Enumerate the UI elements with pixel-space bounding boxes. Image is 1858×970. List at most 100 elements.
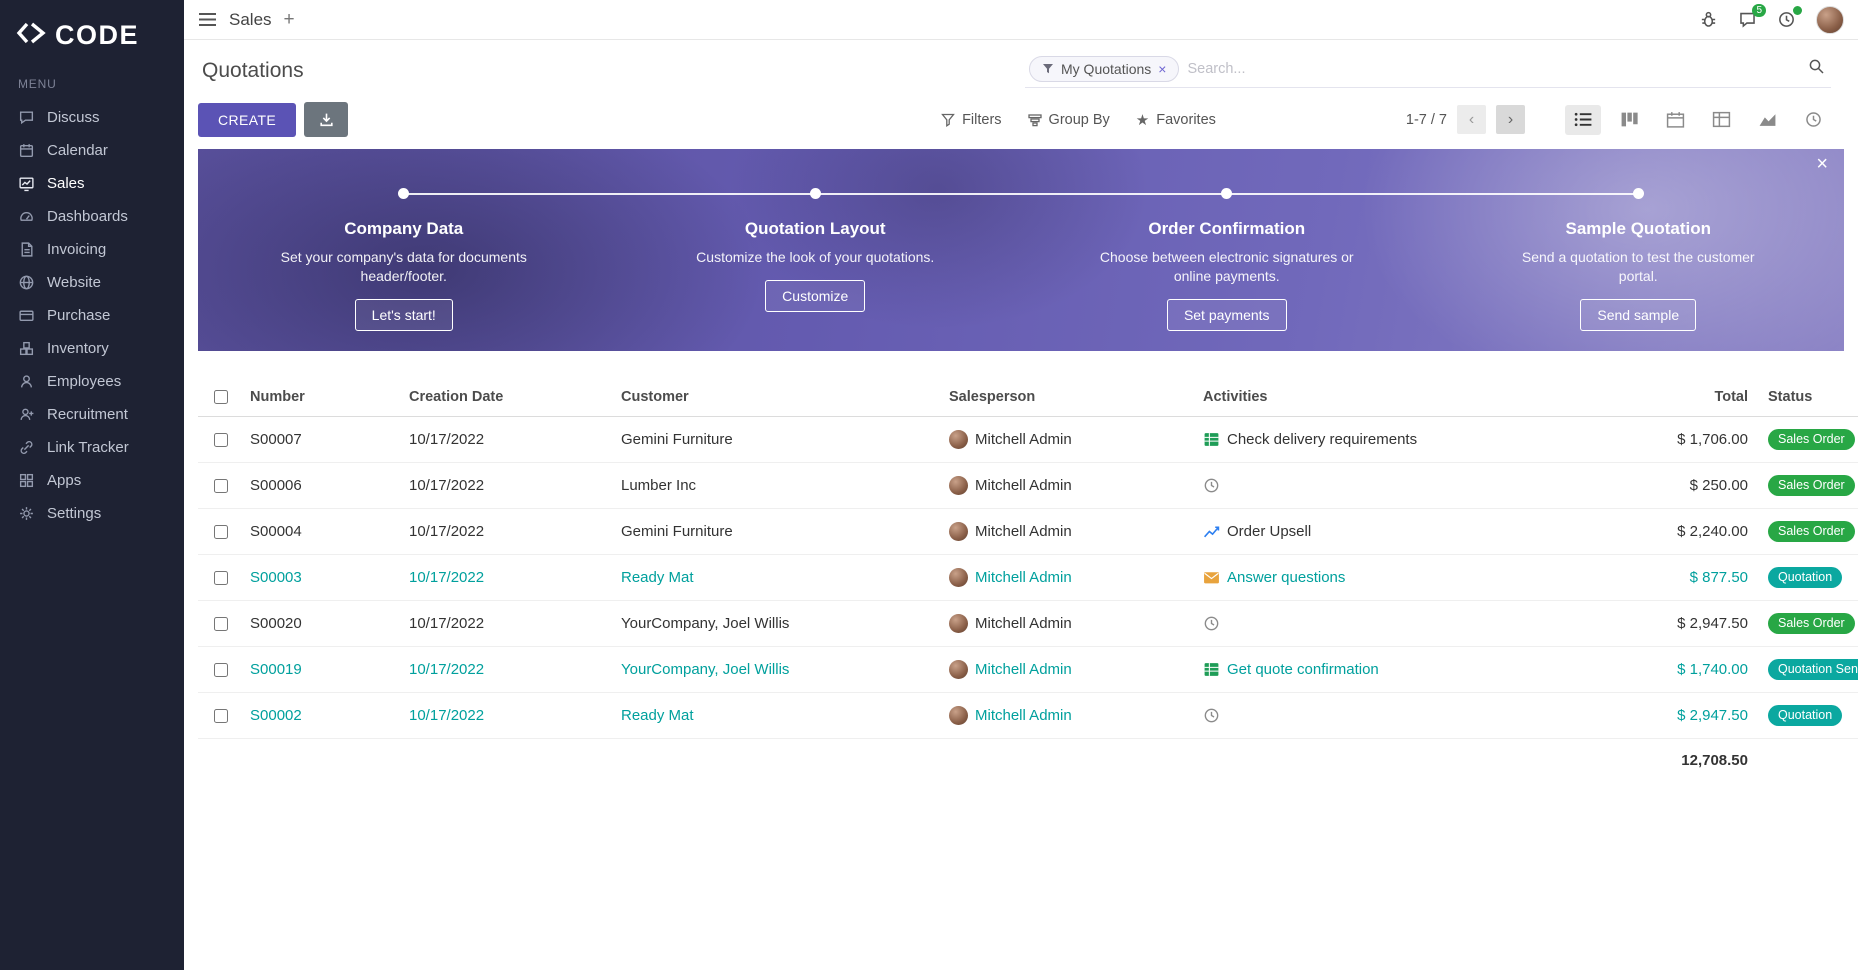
table-row[interactable]: S00019 10/17/2022 YourCompany, Joel Will… xyxy=(198,647,1858,693)
systray: 5 xyxy=(1699,4,1844,34)
banner-close-icon[interactable]: × xyxy=(1816,153,1828,175)
col-header-number[interactable]: Number xyxy=(250,388,305,405)
col-header-salesperson[interactable]: Salesperson xyxy=(949,388,1036,405)
logo-text: CODE xyxy=(55,20,140,50)
row-checkbox[interactable] xyxy=(214,432,228,447)
col-header-status[interactable]: Status xyxy=(1768,388,1813,405)
col-header-creation-date[interactable]: Creation Date xyxy=(409,388,504,405)
table-row[interactable]: S00003 10/17/2022 Ready Mat Mitchell Adm… xyxy=(198,555,1858,601)
logo[interactable]: CODE xyxy=(0,0,184,75)
table-row[interactable]: S00020 10/17/2022 YourCompany, Joel Will… xyxy=(198,601,1858,647)
spreadsheet-icon[interactable] xyxy=(1203,431,1220,448)
step-dot xyxy=(1632,188,1644,199)
settings-icon xyxy=(20,507,33,520)
messages-badge: 5 xyxy=(1752,4,1766,17)
user-avatar[interactable] xyxy=(1816,5,1844,34)
search-options: Filters Group By ★ Favorites xyxy=(941,111,1216,129)
salesperson-avatar xyxy=(949,706,968,725)
activities-icon[interactable] xyxy=(1777,6,1802,29)
purchase-icon xyxy=(19,310,34,321)
salesperson-avatar xyxy=(949,522,968,541)
table-header-row: Number Creation Date Customer Salesperso… xyxy=(198,377,1858,417)
status-badge: Quotation xyxy=(1768,567,1843,588)
calendar-view-icon[interactable] xyxy=(1657,105,1693,135)
search-input[interactable] xyxy=(1187,60,1800,77)
customize-button[interactable]: Customize xyxy=(765,279,866,312)
create-button[interactable]: CREATE xyxy=(198,102,297,137)
row-checkbox[interactable] xyxy=(214,662,228,677)
facet-remove-icon[interactable]: × xyxy=(1158,60,1167,77)
bug-icon[interactable] xyxy=(1699,10,1718,29)
employees-icon xyxy=(21,375,32,388)
group-by-icon xyxy=(1027,113,1042,126)
lets-start-button[interactable]: Let's start! xyxy=(354,298,453,331)
table-row[interactable]: S00007 10/17/2022 Gemini Furniture Mitch… xyxy=(198,417,1858,463)
step-dot xyxy=(1221,188,1233,199)
table-footer-row: 12,708.50 xyxy=(198,739,1858,781)
search-bar[interactable]: My Quotations × xyxy=(1025,54,1831,88)
control-panel: Quotations My Quotations × CREATE xyxy=(184,40,1858,149)
col-header-total[interactable]: Total xyxy=(1714,388,1748,405)
hamburger-menu-icon[interactable] xyxy=(198,12,217,27)
pager-next-button[interactable]: › xyxy=(1496,105,1525,134)
sidebar-item-purchase[interactable]: Purchase xyxy=(0,299,184,332)
send-sample-button[interactable]: Send sample xyxy=(1580,298,1697,331)
sidebar-item-settings[interactable]: Settings xyxy=(0,497,184,530)
select-all-checkbox[interactable] xyxy=(214,389,228,404)
table-row[interactable]: S00002 10/17/2022 Ready Mat Mitchell Adm… xyxy=(198,693,1858,739)
envelope-icon[interactable] xyxy=(1203,569,1220,586)
apps-icon xyxy=(19,473,34,488)
view-switcher xyxy=(1565,104,1831,135)
export-button[interactable] xyxy=(304,102,349,137)
sidebar-item-employees[interactable]: Employees xyxy=(0,365,184,398)
plus-icon[interactable]: + xyxy=(283,8,295,30)
onboarding-step-quotation-layout: Quotation Layout Customize the look of y… xyxy=(610,149,1022,351)
onboarding-step-company-data: Company Data Set your company's data for… xyxy=(198,149,610,351)
status-badge: Quotation xyxy=(1768,705,1843,726)
invoicing-icon xyxy=(21,242,33,257)
current-app-name[interactable]: Sales xyxy=(229,9,272,29)
kanban-view-icon[interactable] xyxy=(1611,105,1647,135)
row-checkbox[interactable] xyxy=(214,616,228,631)
onboarding-step-order-confirmation: Order Confirmation Choose between electr… xyxy=(1021,149,1433,351)
salesperson-avatar xyxy=(949,660,968,679)
spreadsheet-icon[interactable] xyxy=(1203,661,1220,678)
sidebar-item-discuss[interactable]: Discuss xyxy=(0,101,184,134)
table-row[interactable]: S00004 10/17/2022 Gemini Furniture Mitch… xyxy=(198,509,1858,555)
pager-prev-button[interactable]: ‹ xyxy=(1457,105,1486,134)
sidebar-item-dashboards[interactable]: Dashboards xyxy=(0,200,184,233)
search-facet[interactable]: My Quotations × xyxy=(1029,55,1180,82)
clock-icon[interactable] xyxy=(1203,615,1220,632)
clock-icon[interactable] xyxy=(1203,477,1220,494)
list-view-icon[interactable] xyxy=(1565,104,1601,135)
sidebar-item-website[interactable]: Website xyxy=(0,266,184,299)
favorites-button[interactable]: ★ Favorites xyxy=(1135,111,1216,129)
row-checkbox[interactable] xyxy=(214,570,228,585)
row-checkbox[interactable] xyxy=(214,478,228,493)
sidebar-item-apps[interactable]: Apps xyxy=(0,464,184,497)
table-row[interactable]: S00006 10/17/2022 Lumber Inc Mitchell Ad… xyxy=(198,463,1858,509)
sidebar-item-calendar[interactable]: Calendar xyxy=(0,134,184,167)
activity-view-icon[interactable] xyxy=(1795,105,1831,135)
sidebar-item-link-tracker[interactable]: Link Tracker xyxy=(0,431,184,464)
messages-icon[interactable]: 5 xyxy=(1738,4,1766,29)
search-icon[interactable] xyxy=(1808,58,1825,80)
topbar: Sales + 5 xyxy=(184,0,1858,40)
set-payments-button[interactable]: Set payments xyxy=(1166,298,1287,331)
row-checkbox[interactable] xyxy=(214,524,228,539)
col-header-customer[interactable]: Customer xyxy=(621,388,689,405)
filters-button[interactable]: Filters xyxy=(941,112,1002,128)
col-header-activities[interactable]: Activities xyxy=(1203,388,1268,405)
pivot-view-icon[interactable] xyxy=(1703,105,1739,135)
line-chart-icon[interactable] xyxy=(1203,523,1220,540)
clock-icon[interactable] xyxy=(1203,707,1220,724)
row-checkbox[interactable] xyxy=(214,708,228,723)
sidebar-item-invoicing[interactable]: Invoicing xyxy=(0,233,184,266)
graph-view-icon[interactable] xyxy=(1749,105,1785,135)
group-by-button[interactable]: Group By xyxy=(1027,112,1110,128)
sidebar-item-sales[interactable]: Sales xyxy=(0,167,184,200)
sidebar-item-inventory[interactable]: Inventory xyxy=(0,332,184,365)
step-dot xyxy=(809,188,821,199)
sidebar-item-recruitment[interactable]: Recruitment xyxy=(0,398,184,431)
